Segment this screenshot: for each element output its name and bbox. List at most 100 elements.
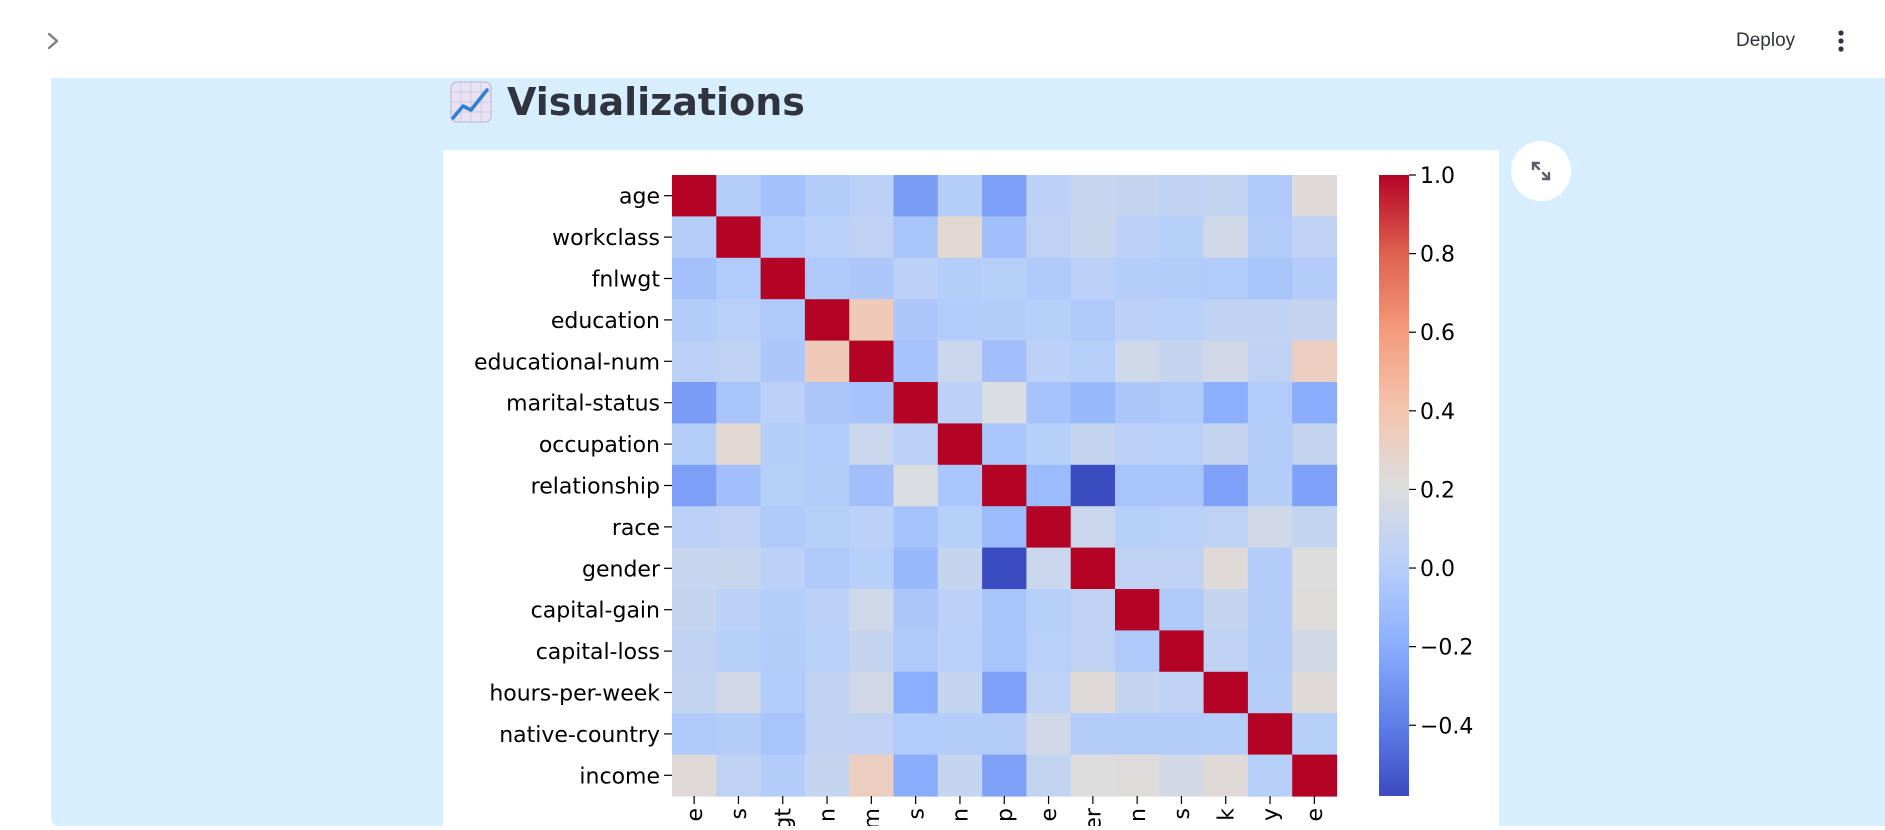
heatmap-cell [937,754,983,797]
heatmap-cell [1115,216,1160,259]
heatmap-cell [716,216,762,259]
heatmap-cell [804,299,850,342]
heatmap-cell [1247,382,1293,424]
heatmap-cell [1292,340,1338,383]
fullscreen-button[interactable] [1511,141,1571,201]
heatmap-cell [1203,423,1249,466]
chevron-right-icon[interactable] [42,30,64,52]
heatmap-cell [716,175,762,217]
heatmap-cell [893,671,939,714]
heatmap-cell [1203,589,1249,631]
heatmap-cell [1070,175,1116,217]
y-tick-label: age [619,185,660,210]
heatmap-cell [937,175,983,217]
heatmap-cell [716,340,762,383]
heatmap-cell [1159,630,1205,673]
heatmap-cell [893,340,939,383]
heatmap-cell [1115,589,1160,631]
heatmap-cell [672,216,717,259]
colorbar-tick-label: 0.6 [1420,321,1455,346]
heatmap-cell [1026,630,1072,673]
heatmap-figure: age workclass fnlwgt education educational-n… [443,150,1499,830]
heatmap-cell [1115,464,1160,507]
heatmap-cell [982,257,1027,300]
heatmap-cell [893,216,939,259]
heatmap-cell [982,175,1027,217]
heatmap-cell [1159,299,1205,342]
heatmap-cell [1159,382,1205,424]
heatmap-cell [1203,713,1249,756]
heatmap-cell [1247,506,1293,549]
heatmap-cell [672,547,717,590]
heatmap-cell [1203,506,1249,549]
heatmap-cell [716,630,762,673]
heatmap-cell [1070,589,1116,631]
heatmap-cell [804,340,850,383]
heatmap-cell [1292,671,1338,714]
heatmap-cell [1292,216,1338,259]
y-tick-label: educational-num [474,350,660,375]
heatmap-cell [1070,340,1116,383]
heatmap-cell [716,506,762,549]
heatmap-cell [1026,423,1072,466]
heatmap-cell [1159,547,1205,590]
heatmap-cell [937,713,983,756]
y-tick-label: relationship [531,475,660,500]
heatmap-cell [937,464,983,507]
heatmap-cell [1203,754,1249,797]
heatmap-cell [1115,671,1160,714]
heatmap-cell [1203,671,1249,714]
heatmap-cell [672,257,717,300]
colorbar-tick-label: 1.0 [1420,164,1455,189]
heatmap-cell [1203,547,1249,590]
deploy-button[interactable]: Deploy [1736,30,1796,51]
heatmap-cell [1070,464,1116,507]
heatmap-cell [982,464,1027,507]
y-tick-label: occupation [539,433,660,458]
heatmap-cell [1159,506,1205,549]
heatmap-cell [1292,754,1338,797]
heatmap-cell [804,713,850,756]
heatmap-cell [1203,382,1249,424]
heatmap-cell [804,257,850,300]
heatmap-cell [982,299,1027,342]
heatmap-cell [1292,464,1338,507]
heatmap-cell [1247,423,1293,466]
heatmap-cell [1247,671,1293,714]
heatmap-cell [893,257,939,300]
heatmap-cell [1070,382,1116,424]
y-tick-label: marital-status [506,392,660,417]
heatmap-cell [760,754,806,797]
heatmap-cell [1115,630,1160,673]
heatmap-cell [1070,630,1116,673]
heatmap-cell [1159,257,1205,300]
heatmap-cell [1203,175,1249,217]
heatmap-cell [893,547,939,590]
heatmap-cell [1115,175,1160,217]
heatmap-cell [760,257,806,300]
x-tick-label: s [904,808,929,819]
heatmap-cell [716,754,762,797]
heatmap-cell [893,382,939,424]
heatmap-cell [1159,589,1205,631]
y-tick-label: fnlwgt [592,268,661,293]
heatmap-cell [982,630,1027,673]
y-tick-label: education [551,309,660,334]
x-tick-label: n [1126,808,1151,822]
vertical-dots-icon[interactable] [1830,28,1852,54]
heatmap-cell [1159,423,1205,466]
heatmap-cell [849,713,895,756]
heatmap-cell [804,216,850,259]
heatmap-cell [849,630,895,673]
heatmap-cell [849,175,895,217]
x-tick-label: n [816,808,841,822]
heatmap-cell [672,630,717,673]
x-tick-label: e [1303,808,1328,822]
heatmap-cell [672,423,717,466]
colorbar-tick-label: −0.2 [1420,636,1473,661]
heatmap-cell [893,713,939,756]
heatmap-cell [1026,340,1072,383]
heatmap-cell [672,754,717,797]
heatmap-cell [1292,382,1338,424]
heatmap-cell [1247,589,1293,631]
